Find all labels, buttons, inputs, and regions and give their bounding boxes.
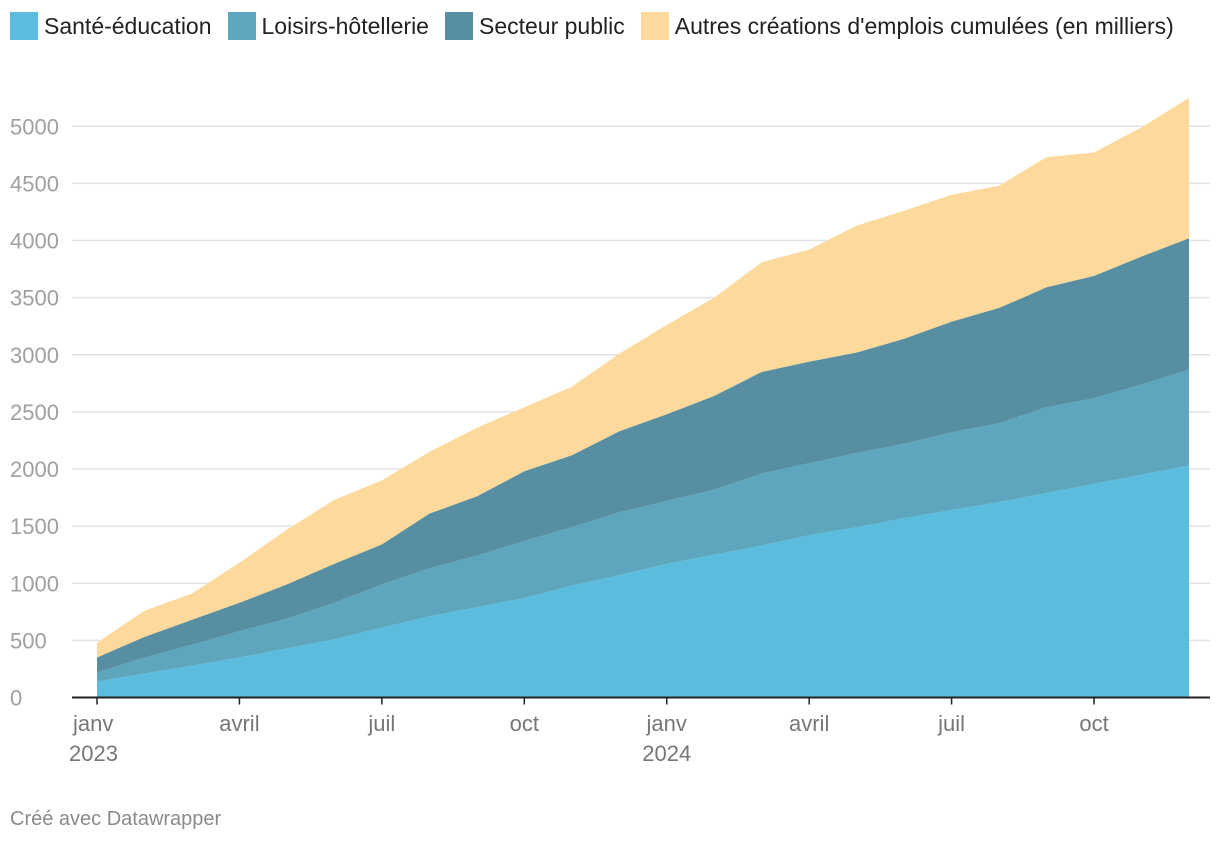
legend-swatch xyxy=(227,12,256,40)
legend-item-2: Loisirs-hôtellerie xyxy=(227,12,429,40)
legend-label: Loisirs-hôtellerie xyxy=(261,13,429,39)
x-tick-label-15: avril xyxy=(789,711,829,736)
legend-item-4: Autres créations d'emplois cumulées (en … xyxy=(640,12,1174,40)
y-tick-label-4000: 4000 xyxy=(10,229,59,254)
y-tick-label-1500: 1500 xyxy=(10,514,59,539)
y-tick-label-1000: 1000 xyxy=(10,571,59,596)
area-series-3 xyxy=(97,238,1189,673)
legend-swatch xyxy=(640,12,669,40)
legend-label: Santé-éducation xyxy=(44,13,212,39)
legend-item-1: Santé-éducation xyxy=(10,12,212,40)
x-tick-year-12: 2024 xyxy=(642,741,691,766)
x-tick-label-3: avril xyxy=(219,711,259,736)
area-series-2 xyxy=(97,369,1189,682)
legend-label: Secteur public xyxy=(478,13,625,39)
area-series-4 xyxy=(97,97,1189,658)
y-tick-label-4500: 4500 xyxy=(10,171,59,196)
x-tick-year-0: 2023 xyxy=(69,741,118,766)
y-tick-label-0: 0 xyxy=(10,686,22,711)
x-tick-label-21: oct xyxy=(1079,711,1108,736)
legend-label: Autres créations d'emplois cumulées (en … xyxy=(674,13,1174,39)
area-chart: 0 500 1000 1500 2000 2500 3000 3500 4000 4500 5000… xyxy=(10,97,1210,766)
x-tick-label-12: janv xyxy=(646,711,687,736)
area-series-1 xyxy=(97,465,1189,698)
legend: Santé-éducation Loisirs-hôtellerie Secteur… xyxy=(10,8,1200,44)
legend-swatch xyxy=(444,12,473,40)
x-tick-label-0: janv xyxy=(72,711,113,736)
y-tick-label-3000: 3000 xyxy=(10,343,59,368)
y-tick-label-2500: 2500 xyxy=(10,400,59,425)
x-tick-label-6: juil xyxy=(367,711,395,736)
y-tick-label-3500: 3500 xyxy=(10,286,59,311)
footer-credit: Créé avec Datawrapper xyxy=(10,808,222,830)
y-tick-label-500: 500 xyxy=(10,628,47,653)
y-tick-label-2000: 2000 xyxy=(10,457,59,482)
x-tick-label-9: oct xyxy=(510,711,539,736)
legend-item-3: Secteur public xyxy=(444,12,625,40)
legend-swatch xyxy=(10,12,38,40)
y-tick-label-5000: 5000 xyxy=(10,114,59,139)
x-tick-label-18: juil xyxy=(937,711,965,736)
